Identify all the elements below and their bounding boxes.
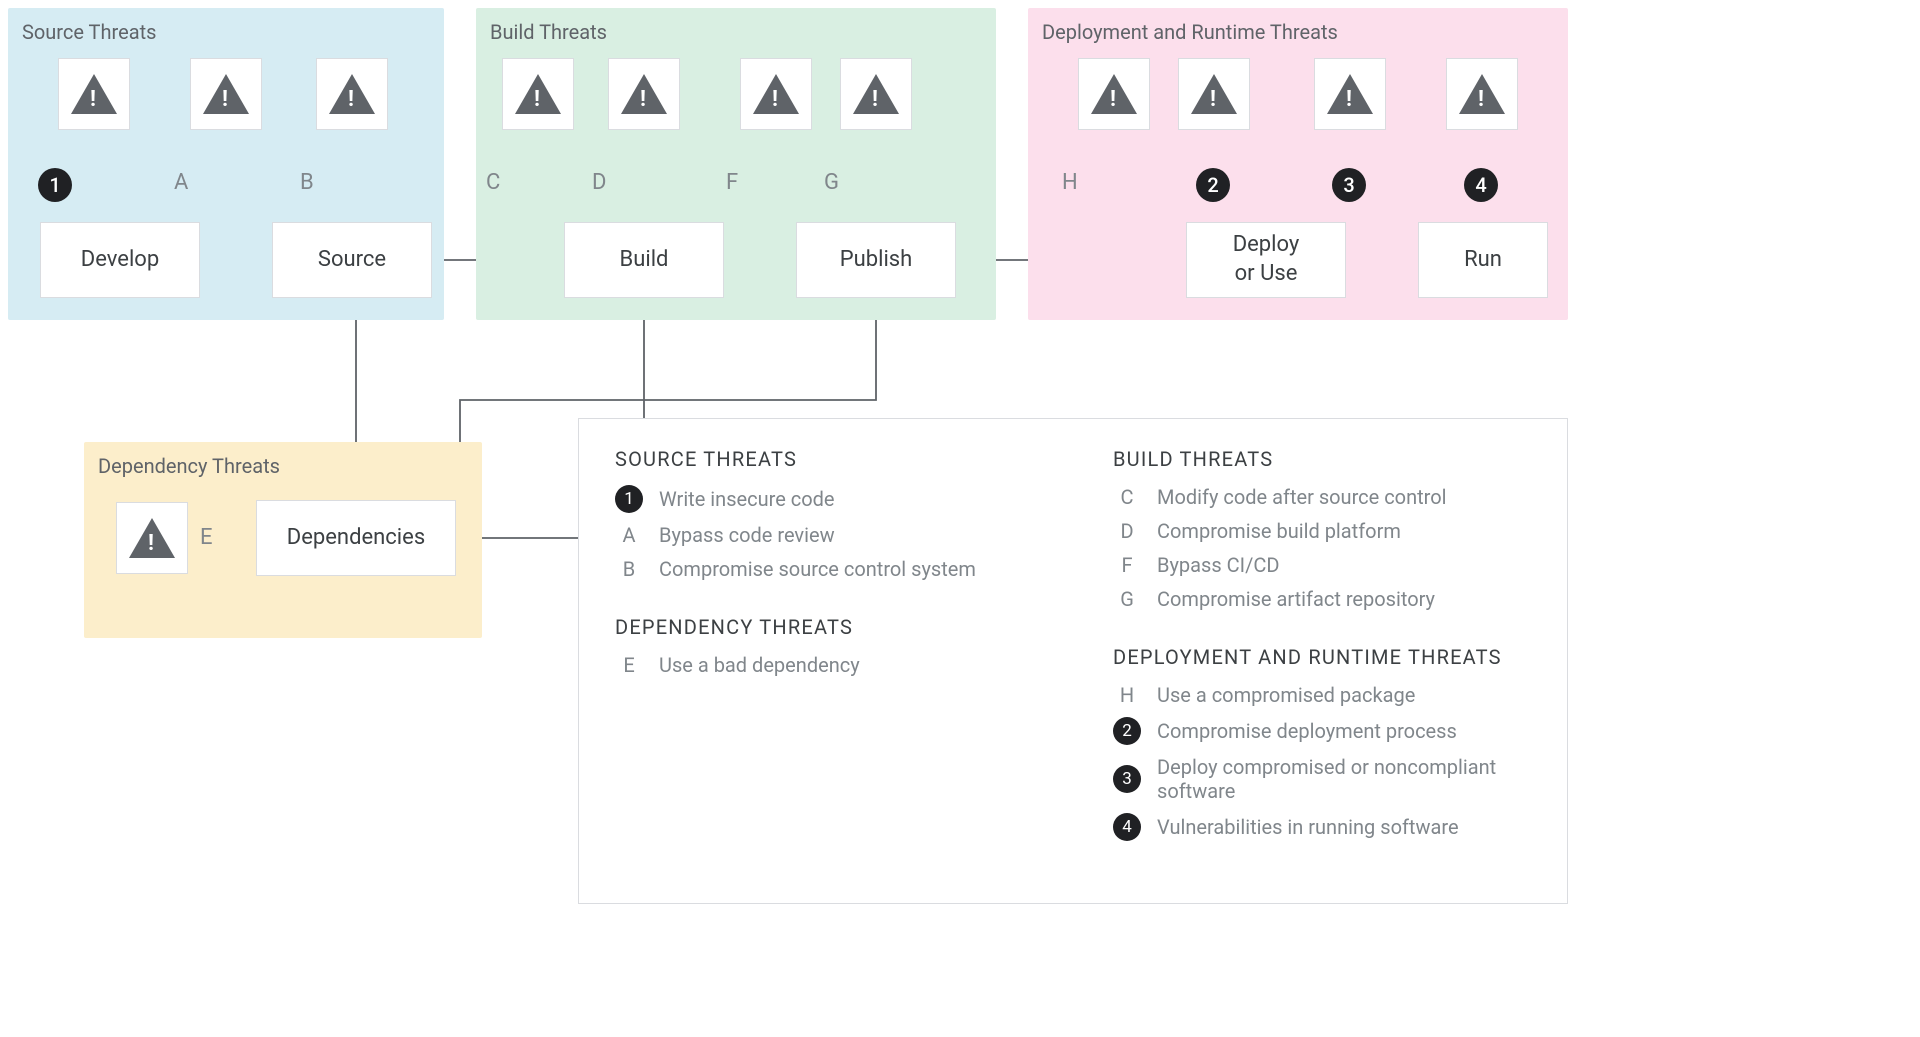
legend-item: C Modify code after source control (1113, 485, 1531, 509)
threat-icon-tF (740, 58, 812, 130)
legend-key-letter: A (615, 523, 643, 547)
marker-mA: A (174, 170, 188, 195)
warning-triangle-icon (1091, 74, 1137, 114)
warning-triangle-icon (203, 74, 249, 114)
warning-triangle-icon (1459, 74, 1505, 114)
marker-mB: B (300, 170, 314, 195)
legend-item: E Use a bad dependency (615, 653, 1033, 677)
legend-item: A Bypass code review (615, 523, 1033, 547)
legend-group: SOURCE THREATS 1 Write insecure code A Bypas… (615, 447, 1033, 581)
legend-item: H Use a compromised package (1113, 683, 1531, 707)
legend-heading: DEPENDENCY THREATS (615, 615, 1033, 639)
threat-icon-tD (608, 58, 680, 130)
legend-group: DEPENDENCY THREATS E Use a bad dependency (615, 615, 1033, 677)
legend-key-letter: G (1113, 587, 1141, 611)
marker-mG: G (824, 170, 839, 195)
stage-run: Run (1418, 222, 1548, 298)
legend-item: 2 Compromise deployment process (1113, 717, 1531, 745)
warning-triangle-icon (853, 74, 899, 114)
threat-icon-tB (316, 58, 388, 130)
marker-m2: 2 (1196, 168, 1230, 202)
legend-item-text: Use a bad dependency (659, 653, 860, 677)
legend-key-letter: F (1113, 553, 1141, 577)
stage-dependencies: Dependencies (256, 500, 456, 576)
threat-icon-tH (1078, 58, 1150, 130)
legend-item-text: Compromise build platform (1157, 519, 1401, 543)
threat-icon-t2 (1178, 58, 1250, 130)
legend-col-1: BUILD THREATS C Modify code after source c… (1113, 447, 1531, 875)
legend-heading: DEPLOYMENT AND RUNTIME THREATS (1113, 645, 1531, 669)
marker-m3: 3 (1332, 168, 1366, 202)
legend-item: G Compromise artifact repository (1113, 587, 1531, 611)
legend-item-text: Bypass CI/CD (1157, 553, 1280, 577)
legend-item-text: Use a compromised package (1157, 683, 1415, 707)
legend-item-text: Compromise artifact repository (1157, 587, 1435, 611)
threat-icon-tC (502, 58, 574, 130)
legend-item-text: Compromise source control system (659, 557, 976, 581)
legend-key-num: 2 (1113, 717, 1141, 745)
legend-key-num: 4 (1113, 813, 1141, 841)
stage-build: Build (564, 222, 724, 298)
threat-icon-tE (116, 502, 188, 574)
threat-icon-t4 (1446, 58, 1518, 130)
marker-mH: H (1062, 170, 1078, 195)
threat-icon-tA (190, 58, 262, 130)
region-title-deploy: Deployment and Runtime Threats (1042, 20, 1338, 44)
legend-key-num: 3 (1113, 765, 1141, 793)
warning-triangle-icon (1327, 74, 1373, 114)
legend-item: 1 Write insecure code (615, 485, 1033, 513)
legend-key-letter: C (1113, 485, 1141, 509)
warning-triangle-icon (621, 74, 667, 114)
legend-group: DEPLOYMENT AND RUNTIME THREATS H Use a com… (1113, 645, 1531, 841)
legend-heading: SOURCE THREATS (615, 447, 1033, 471)
legend-item: D Compromise build platform (1113, 519, 1531, 543)
warning-triangle-icon (515, 74, 561, 114)
region-title-build: Build Threats (490, 20, 607, 44)
stage-deploy_use: Deployor Use (1186, 222, 1346, 298)
marker-mC: C (486, 170, 500, 195)
threat-icon-tG (840, 58, 912, 130)
legend-item-text: Deploy compromised or noncompliant softw… (1157, 755, 1531, 803)
warning-triangle-icon (71, 74, 117, 114)
region-title-source: Source Threats (22, 20, 156, 44)
legend-key-letter: B (615, 557, 643, 581)
legend-item-text: Write insecure code (659, 487, 835, 511)
warning-triangle-icon (129, 518, 175, 558)
legend-box: SOURCE THREATS 1 Write insecure code A Bypas… (578, 418, 1568, 904)
warning-triangle-icon (329, 74, 375, 114)
stage-source: Source (272, 222, 432, 298)
warning-triangle-icon (1191, 74, 1237, 114)
legend-item-text: Bypass code review (659, 523, 835, 547)
marker-mD: D (592, 170, 606, 195)
stage-publish: Publish (796, 222, 956, 298)
marker-m4: 4 (1464, 168, 1498, 202)
legend-item-text: Vulnerabilities in running software (1157, 815, 1459, 839)
legend-item: B Compromise source control system (615, 557, 1033, 581)
legend-key-letter: E (615, 653, 643, 677)
legend-item: 3 Deploy compromised or noncompliant soft… (1113, 755, 1531, 803)
warning-triangle-icon (753, 74, 799, 114)
threat-icon-t3 (1314, 58, 1386, 130)
legend-key-letter: H (1113, 683, 1141, 707)
legend-group: BUILD THREATS C Modify code after source c… (1113, 447, 1531, 611)
legend-item: F Bypass CI/CD (1113, 553, 1531, 577)
stage-develop: Develop (40, 222, 200, 298)
marker-mE: E (200, 525, 213, 550)
marker-m1: 1 (38, 168, 72, 202)
legend-item: 4 Vulnerabilities in running software (1113, 813, 1531, 841)
marker-mF: F (726, 170, 738, 195)
legend-key-num: 1 (615, 485, 643, 513)
legend-key-letter: D (1113, 519, 1141, 543)
legend-item-text: Compromise deployment process (1157, 719, 1457, 743)
region-title-dependency: Dependency Threats (98, 454, 280, 478)
legend-item-text: Modify code after source control (1157, 485, 1447, 509)
threat-icon-t1 (58, 58, 130, 130)
legend-col-0: SOURCE THREATS 1 Write insecure code A Bypas… (615, 447, 1033, 875)
legend-heading: BUILD THREATS (1113, 447, 1531, 471)
